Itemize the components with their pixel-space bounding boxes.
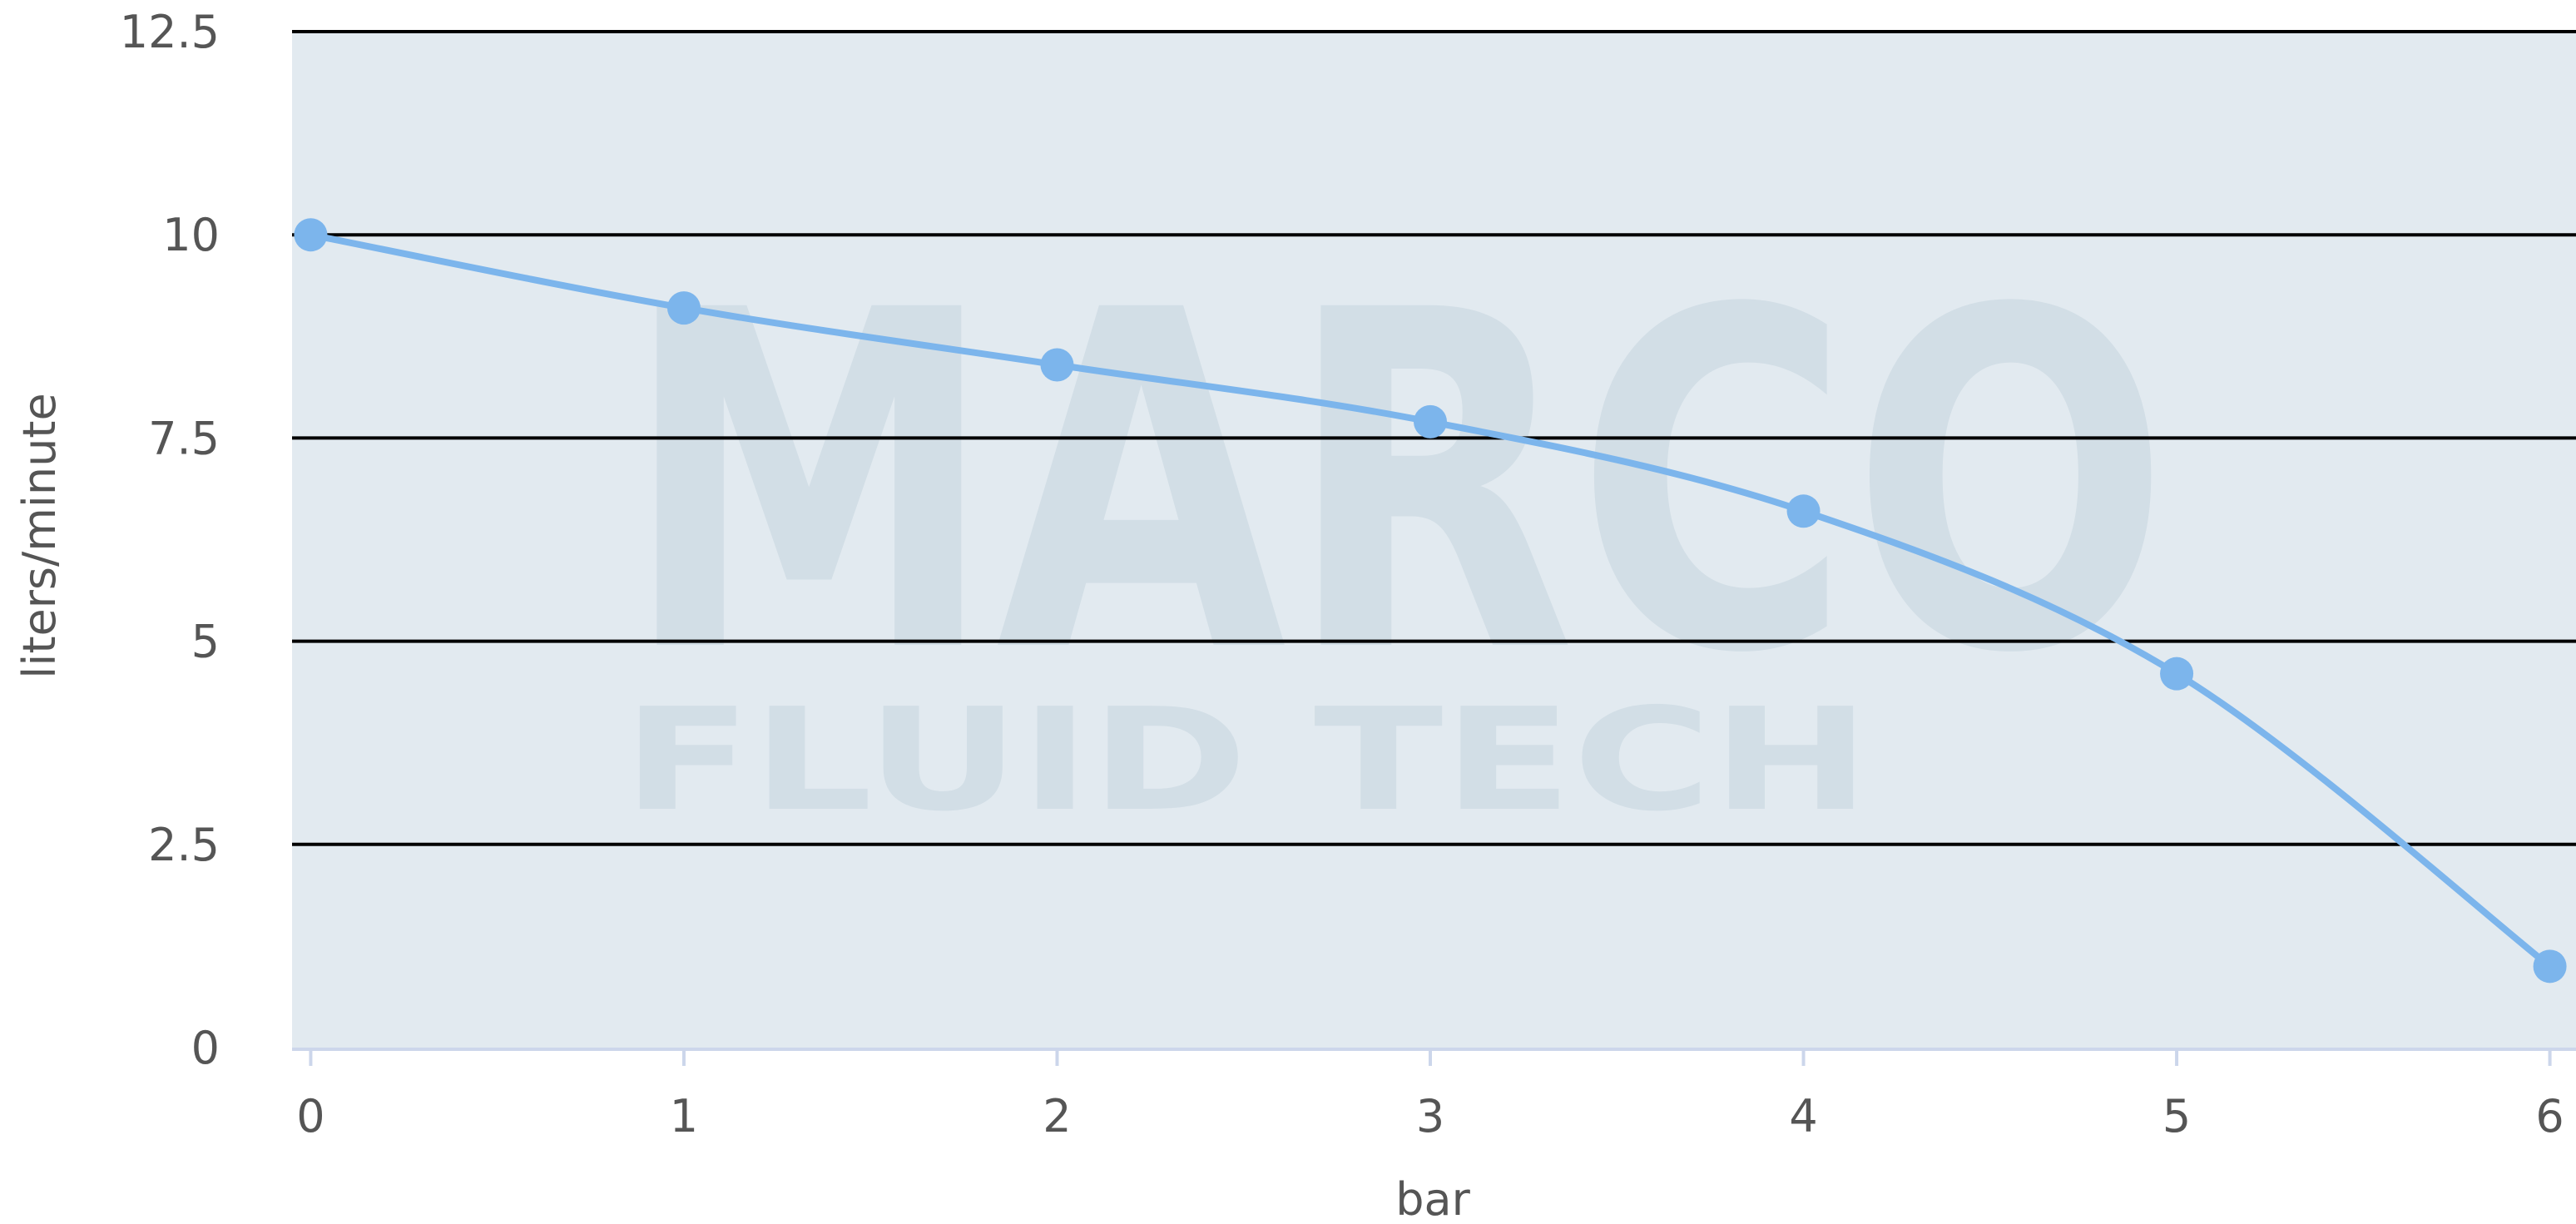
x-tick-label: 1 xyxy=(670,1090,698,1142)
marker xyxy=(1414,404,1448,439)
y-tick-label: 7.5 xyxy=(148,412,220,464)
x-tick-label: 2 xyxy=(1043,1090,1071,1142)
y-tick-label: 5 xyxy=(191,616,220,668)
y-tick-label: 0 xyxy=(191,1022,220,1074)
x-tick-label: 4 xyxy=(1789,1090,1817,1142)
x-tick-label: 0 xyxy=(296,1090,324,1142)
marker xyxy=(2160,657,2194,691)
watermark: MARCO xyxy=(622,213,2170,756)
marker xyxy=(1040,348,1074,382)
marker xyxy=(294,218,328,252)
x-axis-label: bar xyxy=(1395,1173,1470,1224)
x-tick-label: 6 xyxy=(2535,1090,2564,1142)
y-axis-label: liters/minute xyxy=(13,393,66,678)
y-tick-label: 2.5 xyxy=(148,819,220,871)
watermark: FLUID TECH xyxy=(622,678,1870,843)
x-tick-label: 5 xyxy=(2162,1090,2191,1142)
y-tick-label: 10 xyxy=(162,209,220,261)
plot-background xyxy=(292,32,2576,1048)
x-tick-label: 3 xyxy=(1416,1090,1444,1142)
marker xyxy=(2533,949,2567,984)
y-tick-label: 12.5 xyxy=(120,6,220,58)
marker xyxy=(666,291,701,325)
marker xyxy=(1786,494,1821,528)
